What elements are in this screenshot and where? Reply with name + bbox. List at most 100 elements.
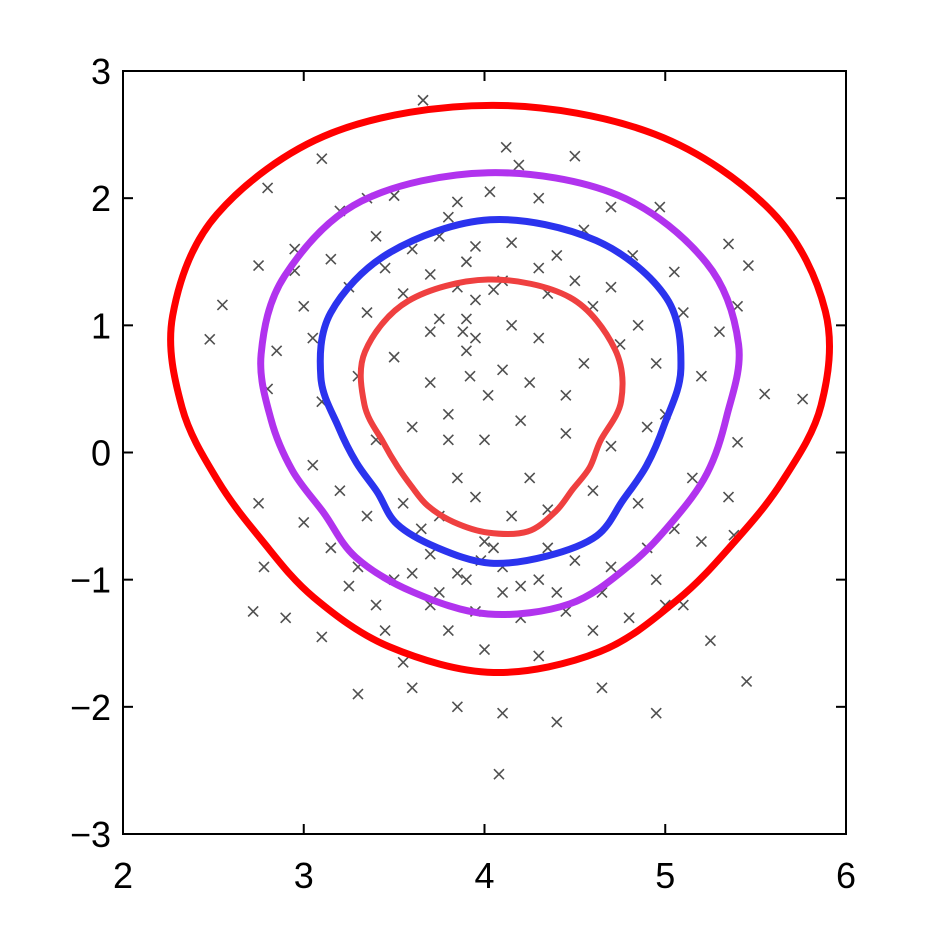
data-point-marker	[442, 408, 454, 420]
data-point-marker	[506, 319, 518, 331]
data-point-marker	[370, 230, 382, 242]
x-tick-label: 6	[836, 855, 856, 896]
data-point-marker	[464, 370, 476, 382]
data-point-marker	[650, 574, 662, 586]
data-point-marker	[397, 497, 409, 509]
data-point-marker	[406, 682, 418, 694]
data-point-marker	[551, 249, 563, 261]
data-point-marker	[451, 567, 463, 579]
y-tick-label: 2	[91, 178, 111, 219]
data-point-marker	[506, 237, 518, 249]
data-point-marker	[469, 332, 482, 344]
data-point-marker	[457, 326, 469, 338]
data-point-marker	[388, 351, 400, 363]
data-point-marker	[704, 635, 717, 647]
data-point-marker	[424, 268, 436, 281]
data-point-marker	[343, 580, 355, 592]
contour-lines	[167, 101, 833, 677]
data-point-marker	[460, 313, 472, 325]
data-point-marker	[460, 574, 472, 586]
data-point-marker	[433, 586, 445, 598]
data-point-marker	[551, 716, 563, 728]
y-tick-label: 3	[91, 51, 111, 92]
data-point-marker	[493, 768, 505, 780]
data-point-marker	[641, 421, 653, 433]
data-point-marker	[533, 574, 545, 586]
data-point-marker	[605, 281, 617, 293]
data-point-marker	[252, 497, 265, 509]
data-point-marker	[695, 370, 707, 382]
data-point-marker	[513, 159, 525, 171]
data-point-marker	[280, 612, 292, 624]
data-point-marker	[722, 491, 735, 503]
data-point-marker	[379, 262, 391, 274]
data-point-marker	[650, 707, 662, 719]
data-point-marker	[298, 516, 310, 529]
data-point-marker	[759, 388, 771, 400]
data-point-marker	[578, 357, 590, 370]
y-tick-label: 0	[91, 433, 111, 474]
data-point-marker	[722, 238, 735, 250]
y-tick-label: −3	[70, 814, 111, 855]
data-point-marker	[406, 567, 418, 579]
data-point-marker	[587, 485, 599, 497]
data-point-marker	[560, 427, 572, 439]
data-point-marker	[632, 497, 644, 509]
data-point-marker	[506, 510, 518, 522]
data-point-marker	[252, 259, 265, 272]
x-axis-tick-labels: 2 3 4 5 6	[113, 855, 856, 896]
data-point-marker	[262, 182, 274, 194]
data-point-marker	[686, 472, 698, 484]
data-point-marker	[524, 376, 536, 389]
data-point-marker	[271, 345, 283, 357]
data-point-marker	[551, 586, 563, 598]
data-point-marker	[397, 287, 409, 300]
data-point-marker	[524, 472, 536, 484]
y-tick-label: −2	[70, 687, 111, 728]
data-point-marker	[632, 319, 644, 331]
data-point-marker	[533, 332, 545, 344]
data-point-marker	[316, 153, 328, 165]
data-point-marker	[316, 631, 328, 643]
data-point-marker	[500, 141, 512, 153]
data-point-marker	[487, 284, 500, 296]
data-point-marker	[247, 605, 259, 618]
data-point-marker	[478, 535, 491, 548]
data-point-marker	[587, 624, 599, 637]
data-point-marker	[533, 262, 545, 274]
data-point-marker	[497, 586, 509, 598]
data-point-marker	[542, 542, 554, 554]
contour-line	[316, 216, 685, 567]
data-point-marker	[451, 196, 463, 208]
data-point-marker	[484, 186, 496, 198]
data-point-marker	[442, 624, 454, 637]
data-point-marker	[469, 240, 482, 253]
data-point-marker	[596, 682, 608, 694]
data-point-marker	[370, 599, 382, 611]
data-point-marker	[397, 656, 409, 668]
data-point-marker	[424, 376, 436, 389]
data-point-marker	[361, 510, 373, 522]
data-point-marker	[451, 701, 463, 713]
data-point-marker	[307, 459, 319, 471]
scatter-points	[204, 94, 809, 780]
data-point-marker	[515, 580, 527, 592]
data-point-marker	[298, 300, 310, 312]
data-point-marker	[560, 389, 572, 401]
data-point-marker	[650, 357, 662, 370]
contour-line	[257, 169, 743, 618]
y-tick-label: −1	[70, 560, 111, 601]
contour-line	[167, 101, 833, 677]
data-point-marker	[307, 332, 319, 344]
data-point-marker	[424, 326, 436, 338]
data-point-marker	[469, 491, 482, 503]
data-point-marker	[216, 299, 228, 311]
data-point-marker	[352, 688, 364, 700]
data-point-marker	[515, 415, 527, 427]
data-point-marker	[623, 612, 635, 624]
data-point-marker	[334, 485, 346, 497]
axis-ticks	[122, 70, 847, 835]
data-point-marker	[451, 472, 463, 484]
y-tick-label: 1	[91, 305, 111, 346]
